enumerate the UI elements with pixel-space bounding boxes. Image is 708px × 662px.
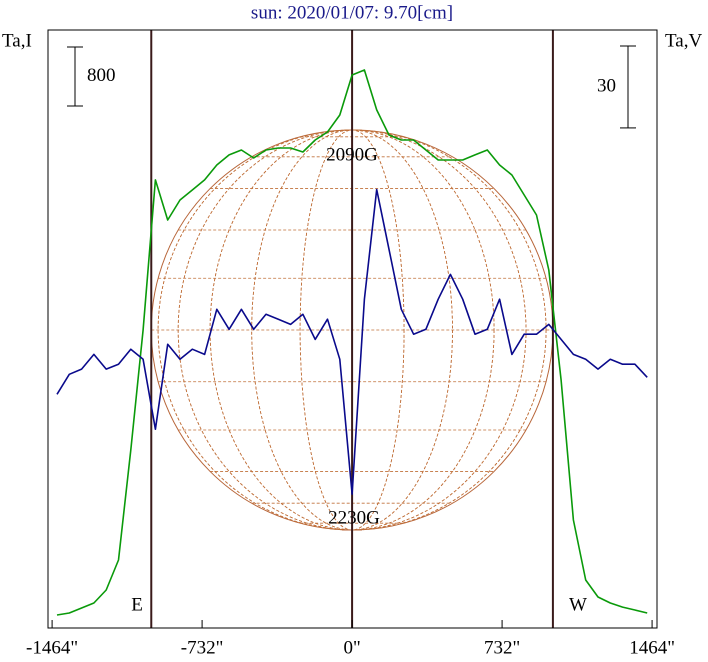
y-axis-label: Ta,I <box>2 30 32 51</box>
x-tick-label: 1464" <box>629 637 675 658</box>
chart-title: sun: 2020/01/07: 9.70[cm] <box>251 2 453 23</box>
y2-axis-label: Ta,V <box>665 30 702 51</box>
annotation: 2230G <box>328 507 380 528</box>
annotation: 2090G <box>326 144 378 165</box>
scale-bar-label: 800 <box>87 65 116 86</box>
series-line <box>56 188 648 495</box>
x-tick-label: 0" <box>343 637 360 658</box>
series-line <box>56 69 648 616</box>
x-tick-label: -732" <box>181 637 224 658</box>
scale-bar-label: 30 <box>597 75 616 96</box>
x-tick-label: -1464" <box>26 637 78 658</box>
limb-label: E <box>131 594 143 615</box>
limb-label: W <box>569 594 587 615</box>
x-tick-label: 732" <box>484 637 520 658</box>
